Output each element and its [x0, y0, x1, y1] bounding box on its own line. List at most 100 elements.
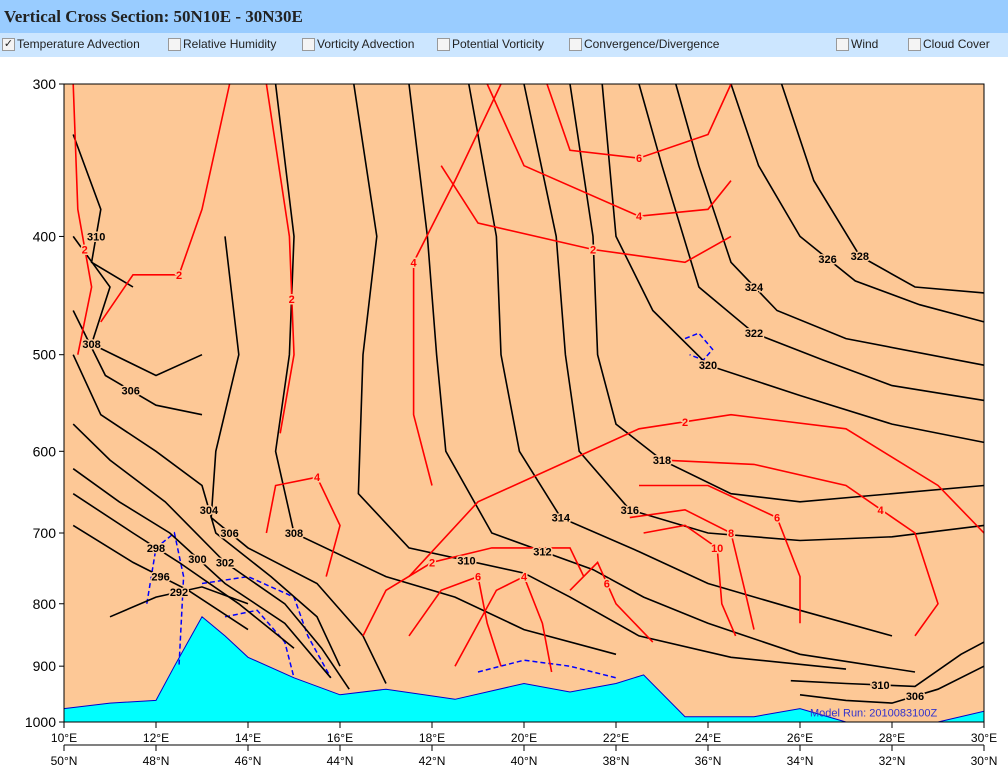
theta-contour-label: 316: [621, 505, 639, 517]
y-tick-label: 500: [33, 347, 57, 363]
option-label: Vorticity Advection: [317, 37, 415, 51]
advection-contour-label: 2: [82, 245, 88, 257]
lon-tick-label: 10°E: [51, 731, 77, 745]
theta-contour: [799, 665, 985, 704]
advection-contour: [412, 83, 502, 486]
advection-contour: [265, 476, 341, 577]
theta-contour-label: 328: [851, 251, 869, 263]
checkbox[interactable]: [302, 37, 315, 51]
theta-contour-label: 302: [216, 557, 234, 569]
negative-advection-contour: [146, 531, 185, 667]
checkbox[interactable]: ✓: [2, 37, 15, 51]
y-tick-label: 600: [33, 443, 57, 459]
theta-contour-label: 304: [200, 505, 219, 517]
advection-contour: [408, 575, 502, 667]
advection-contour: [362, 547, 585, 637]
theta-contour: [601, 83, 985, 444]
lon-tick-label: 26°E: [787, 731, 813, 745]
lat-tick-label: 46°N: [235, 754, 262, 768]
theta-contour: [72, 524, 249, 631]
theta-contour: [72, 468, 332, 679]
lon-tick-label: 28°E: [879, 731, 905, 745]
theta-contour-label: 298: [147, 543, 165, 555]
lat-tick-label: 38°N: [603, 754, 630, 768]
theta-contour: [523, 83, 985, 542]
lat-tick-label: 48°N: [143, 754, 170, 768]
option-cloud-cover[interactable]: Cloud Cover: [908, 37, 990, 51]
option-relative-humidity[interactable]: Relative Humidity: [168, 37, 276, 51]
plot-background: [64, 84, 984, 722]
option-label: Temperature Advection: [17, 37, 140, 51]
advection-contour-label: 6: [475, 572, 481, 584]
theta-contour: [468, 83, 893, 637]
title-bar: Vertical Cross Section: 50N10E - 30N30E: [0, 0, 1008, 33]
lon-tick-label: 30°E: [971, 731, 997, 745]
option-vorticity-advection[interactable]: Vorticity Advection: [302, 37, 414, 51]
theta-contour-label: 306: [220, 528, 238, 540]
lat-tick-label: 36°N: [695, 754, 722, 768]
option-convergence-divergence[interactable]: Convergence/Divergence: [569, 37, 719, 51]
checkbox[interactable]: [168, 37, 181, 51]
advection-contour-label: 2: [590, 245, 596, 257]
lat-tick-label: 42°N: [419, 754, 446, 768]
lon-tick-label: 16°E: [327, 731, 353, 745]
lat-tick-label: 34°N: [787, 754, 814, 768]
option-potential-vorticity[interactable]: Potential Vorticity: [437, 37, 544, 51]
theta-contour-label: 314: [552, 513, 571, 525]
theta-contour: [72, 423, 350, 690]
lon-tick-label: 20°E: [511, 731, 537, 745]
lat-tick-label: 40°N: [511, 754, 538, 768]
lon-tick-label: 22°E: [603, 731, 629, 745]
theta-contour-label: 306: [906, 691, 924, 703]
advection-contour-label: 4: [411, 257, 418, 269]
theta-contour-label: 322: [745, 328, 763, 340]
theta-contour-label: 296: [151, 572, 169, 584]
model-run-label: Model Run: 2010083100Z: [810, 708, 937, 720]
theta-contour-label: 312: [533, 547, 551, 559]
checkbox[interactable]: [908, 37, 921, 51]
advection-contour-label: 6: [604, 578, 610, 590]
cross-section-chart: Model Run: 2010083100Z 328 326 324 322 320 318…: [25, 76, 998, 768]
lat-tick-label: 44°N: [327, 754, 354, 768]
theta-contour: [72, 493, 295, 649]
checkbox[interactable]: [836, 37, 849, 51]
negative-advection-contour: [684, 332, 714, 361]
advection-contour: [440, 165, 732, 264]
theta-contour-label: 310: [457, 556, 475, 568]
advection-contour-label: 2: [176, 270, 182, 282]
advection-contour-label: 6: [774, 513, 780, 525]
theta-contour-label: 318: [653, 455, 671, 467]
advection-contour-label: 10: [711, 543, 723, 555]
advection-contour: [72, 83, 93, 355]
advection-contour-label: 2: [429, 557, 435, 569]
lon-tick-label: 12°E: [143, 731, 169, 745]
advection-contour: [629, 508, 755, 630]
advection-contour: [486, 83, 732, 218]
advection-contour: [265, 83, 295, 434]
theta-contour: [408, 83, 916, 673]
theta-contour: [210, 236, 387, 684]
theta-contour-label: 308: [82, 339, 100, 351]
advection-contour-label: 6: [636, 153, 642, 165]
checkbox[interactable]: [569, 37, 582, 51]
option-wind[interactable]: Wind: [836, 37, 878, 51]
theta-contour-label: 310: [87, 231, 105, 243]
theta-contour-label: 292: [170, 587, 188, 599]
lon-tick-label: 14°E: [235, 731, 261, 745]
theta-contour: [72, 134, 134, 288]
advection-contour-label: 4: [636, 211, 643, 223]
checkbox[interactable]: [437, 37, 450, 51]
option-temperature-advection[interactable]: ✓ Temperature Advection: [2, 37, 140, 51]
theta-contour-label: 300: [188, 554, 206, 566]
lat-tick-label: 32°N: [879, 754, 906, 768]
theta-contour: [109, 586, 249, 618]
theta-contour: [72, 310, 203, 416]
advection-contour: [408, 413, 985, 578]
theta-contour: [780, 83, 985, 294]
option-label: Relative Humidity: [183, 37, 277, 51]
advection-contour-label: 2: [289, 294, 295, 306]
theta-contour-label: 308: [285, 528, 303, 540]
theta-contour-label: 324: [745, 282, 764, 294]
option-label: Wind: [851, 37, 879, 51]
theta-contour: [353, 83, 847, 670]
